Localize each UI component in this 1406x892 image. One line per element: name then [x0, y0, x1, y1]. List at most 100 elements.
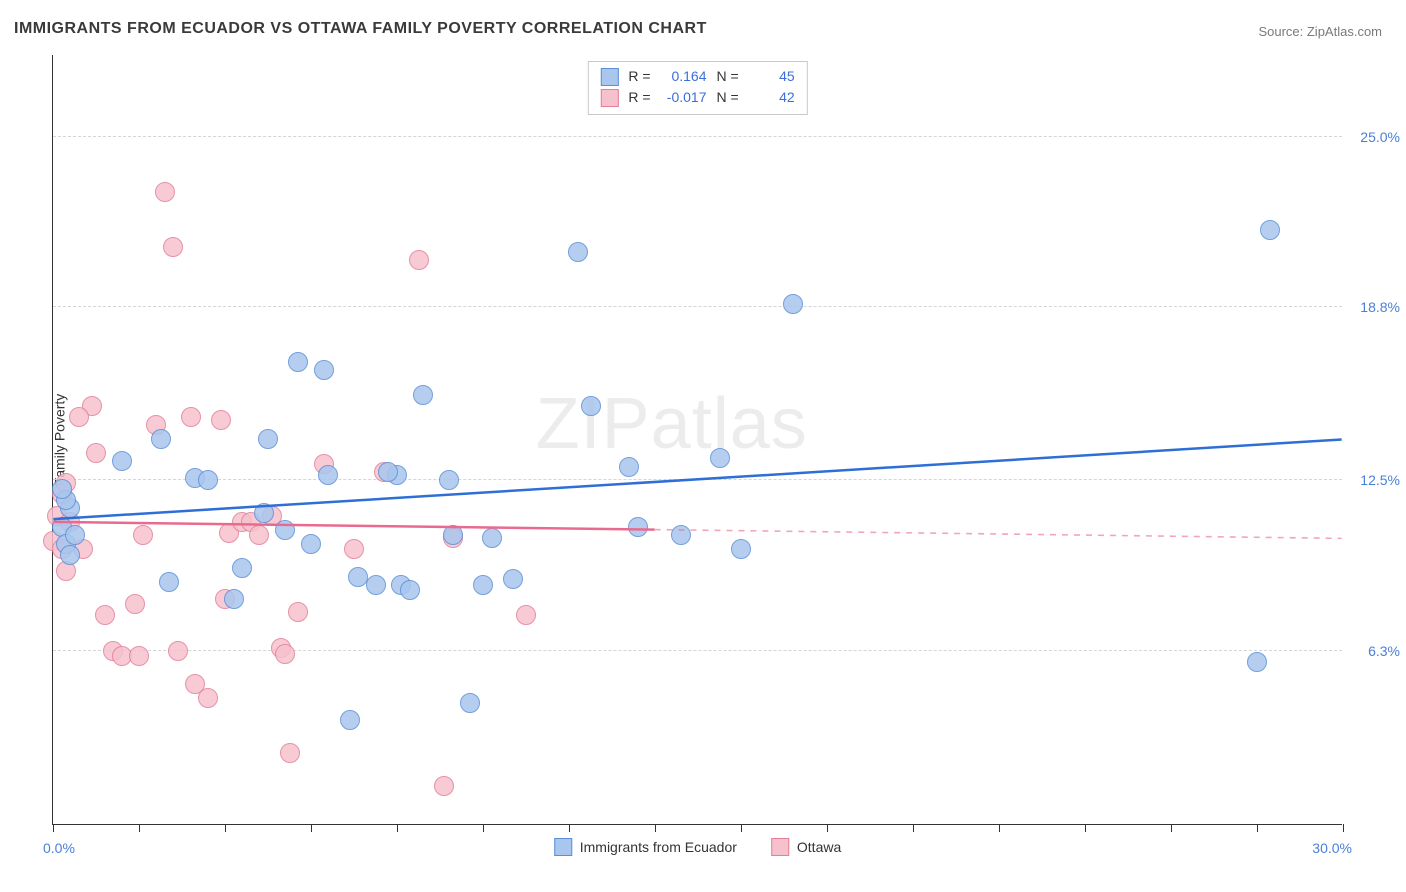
data-point: [409, 250, 429, 270]
x-tick: [1343, 824, 1344, 832]
stats-row-pink: R = -0.017 N = 42: [600, 87, 794, 108]
data-point: [434, 776, 454, 796]
bottom-legend: Immigrants from Ecuador Ottawa: [554, 838, 842, 856]
data-point: [516, 605, 536, 625]
data-point: [181, 407, 201, 427]
x-tick: [569, 824, 570, 832]
data-point: [710, 448, 730, 468]
x-tick: [483, 824, 484, 832]
data-point: [151, 429, 171, 449]
data-point: [400, 580, 420, 600]
x-tick: [913, 824, 914, 832]
stats-row-blue: R = 0.164 N = 45: [600, 66, 794, 87]
watermark: ZIPatlas: [536, 383, 808, 465]
data-point: [503, 569, 523, 589]
data-point: [232, 558, 252, 578]
data-point: [280, 743, 300, 763]
data-point: [258, 429, 278, 449]
x-tick: [827, 824, 828, 832]
n-value-pink: 42: [749, 87, 795, 108]
data-point: [439, 470, 459, 490]
data-point: [69, 407, 89, 427]
x-tick: [1085, 824, 1086, 832]
legend-label-blue: Immigrants from Ecuador: [580, 839, 737, 855]
y-tick-label: 25.0%: [1360, 129, 1400, 145]
data-point: [125, 594, 145, 614]
data-point: [378, 462, 398, 482]
y-axis-title: Family Poverty: [51, 393, 67, 486]
n-label-pink: N =: [717, 87, 739, 108]
y-tick-label: 6.3%: [1368, 643, 1400, 659]
source-attribution: Source: ZipAtlas.com: [1258, 24, 1382, 39]
stats-legend: R = 0.164 N = 45 R = -0.017 N = 42: [587, 61, 807, 115]
legend-item-pink: Ottawa: [771, 838, 841, 856]
data-point: [288, 352, 308, 372]
x-tick: [311, 824, 312, 832]
data-point: [783, 294, 803, 314]
data-point: [366, 575, 386, 595]
data-point: [198, 688, 218, 708]
legend-label-pink: Ottawa: [797, 839, 841, 855]
data-point: [671, 525, 691, 545]
y-tick-label: 18.8%: [1360, 299, 1400, 315]
data-point: [163, 237, 183, 257]
x-tick: [53, 824, 54, 832]
data-point: [473, 575, 493, 595]
data-point: [301, 534, 321, 554]
x-tick: [1171, 824, 1172, 832]
r-label-pink: R =: [628, 87, 650, 108]
data-point: [129, 646, 149, 666]
data-point: [288, 602, 308, 622]
data-point: [60, 545, 80, 565]
data-point: [581, 396, 601, 416]
data-point: [1247, 652, 1267, 672]
data-point: [155, 182, 175, 202]
x-tick: [397, 824, 398, 832]
data-point: [95, 605, 115, 625]
data-point: [1260, 220, 1280, 240]
data-point: [443, 525, 463, 545]
x-tick: [999, 824, 1000, 832]
gridline: [53, 479, 1342, 480]
data-point: [568, 242, 588, 262]
x-axis-max-label: 30.0%: [1312, 840, 1352, 856]
r-label-blue: R =: [628, 66, 650, 87]
chart-container: IMMIGRANTS FROM ECUADOR VS OTTAWA FAMILY…: [0, 0, 1406, 892]
data-point: [133, 525, 153, 545]
data-point: [344, 539, 364, 559]
data-point: [275, 520, 295, 540]
data-point: [52, 479, 72, 499]
data-point: [254, 503, 274, 523]
gridline: [53, 650, 1342, 651]
data-point: [112, 451, 132, 471]
data-point: [224, 589, 244, 609]
x-tick: [655, 824, 656, 832]
y-tick-label: 12.5%: [1360, 472, 1400, 488]
chart-title: IMMIGRANTS FROM ECUADOR VS OTTAWA FAMILY…: [14, 20, 707, 38]
data-point: [628, 517, 648, 537]
data-point: [211, 410, 231, 430]
plot-area: Family Poverty ZIPatlas 6.3%12.5%18.8%25…: [52, 55, 1342, 825]
data-point: [318, 465, 338, 485]
data-point: [314, 360, 334, 380]
data-point: [731, 539, 751, 559]
trend-line-dashed: [655, 530, 1342, 539]
legend-swatch-pink: [771, 838, 789, 856]
legend-swatch-blue: [554, 838, 572, 856]
trend-lines: [53, 55, 1342, 824]
data-point: [619, 457, 639, 477]
x-axis-min-label: 0.0%: [43, 840, 75, 856]
legend-item-blue: Immigrants from Ecuador: [554, 838, 737, 856]
data-point: [86, 443, 106, 463]
n-value-blue: 45: [749, 66, 795, 87]
data-point: [198, 470, 218, 490]
data-point: [249, 525, 269, 545]
gridline: [53, 136, 1342, 137]
gridline: [53, 306, 1342, 307]
data-point: [65, 525, 85, 545]
data-point: [460, 693, 480, 713]
n-label-blue: N =: [717, 66, 739, 87]
data-point: [168, 641, 188, 661]
swatch-blue: [600, 68, 618, 86]
data-point: [159, 572, 179, 592]
